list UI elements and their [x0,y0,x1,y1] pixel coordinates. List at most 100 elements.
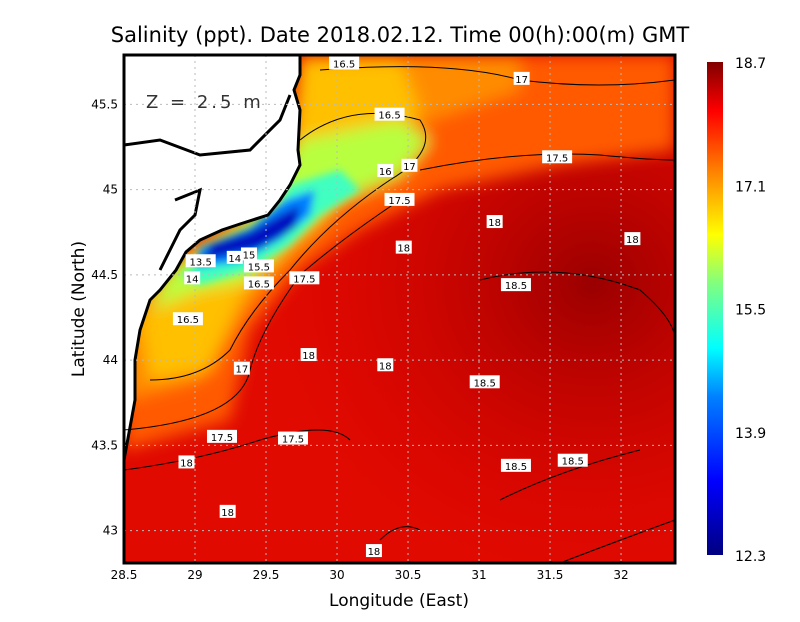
contour-label-text: 13.5 [190,257,212,268]
x-axis-ticks: 28.5 29 29.5 30 30.5 31 31.5 32 [111,568,629,582]
colorbar-tick-label: 17.1 [735,179,766,195]
contour-label-text: 18 [180,458,193,469]
contour-label-bg [557,453,588,467]
contour-label: 17 [401,158,418,173]
colorbar-tick-label: 13.9 [735,426,766,442]
x-tick-label: 29.5 [253,568,280,582]
contour-label-bg [226,250,243,264]
contour-label: 18 [219,504,236,519]
contour-label: 14 [226,250,243,265]
x-tick-label: 31 [471,568,486,582]
contour-label: 15.5 [243,259,274,273]
coastline-lagoon [158,187,203,271]
contour-label-text: 15.5 [248,262,270,273]
x-axis-label: Longitude (East) [329,591,469,611]
contour-label: 18.5 [500,458,531,473]
y-tick-label: 43.5 [91,438,118,452]
y-axis-label: Latitude (North) [69,241,89,377]
x-tick-label: 30 [329,568,344,582]
contour-label: 18.5 [557,453,588,468]
contour-label-bg [172,312,203,326]
contour-label: 18 [300,348,317,362]
depth-annotation: Z = 2.5 m [146,92,264,113]
contour-label-bg [240,247,257,261]
contour-label-text: 18.5 [505,462,527,473]
contour-label-text: 18 [488,218,501,229]
contour-label: 17.5 [289,271,320,285]
contour-label-bg [184,271,201,285]
land-mask [124,55,300,460]
contour-label-bg [624,232,641,246]
coastline-inner [124,94,292,157]
contour-label-text: 16.5 [333,60,355,71]
contour-label: 18.5 [500,278,531,292]
contour-label-bg [486,215,503,229]
contour-label-bg [233,361,250,375]
x-tick-label: 28.5 [111,568,138,582]
coastline [124,55,302,461]
contour-label-text: 18.5 [474,378,496,389]
contour-label-bg [500,458,531,472]
colorbar-tick-label: 15.5 [735,303,766,319]
contour-label: 18 [377,358,394,372]
contour-label-text: 15 [243,250,256,261]
contour-label-text: 14 [228,254,241,265]
contour-label-bg [219,504,236,518]
contour-label: 16.5 [243,276,274,290]
contour-label: 15 [240,247,257,261]
contour-label: 17 [233,361,250,376]
contour-label-text: 18.5 [505,281,527,292]
contour-label: 17 [513,71,530,86]
y-tick-label: 44.5 [91,268,118,282]
contour-label-text: 17.5 [211,433,233,444]
gridlines [124,55,675,563]
x-tick-label: 31.5 [537,568,564,582]
contour-label-text: 18 [626,235,639,246]
contour-label-bg [185,254,216,268]
contour-label-text: 17.5 [546,153,568,164]
contour-label: 16.5 [172,312,203,326]
contour-label-text: 16.5 [177,315,199,326]
contour-label-bg [178,455,195,469]
y-tick-label: 43 [103,524,118,538]
contour-label-bg [206,429,237,443]
contour-label-text: 16.5 [378,111,400,122]
colorbar-tick-label: 12.3 [735,549,766,565]
x-tick-label: 32 [613,568,628,582]
y-tick-label: 45 [103,183,118,197]
contour-label-text: 17.5 [293,274,315,285]
contour-label-bg [277,431,308,445]
contour-label-bg [374,107,405,121]
contour-label-bg [329,56,360,70]
contour-label: 17.5 [542,150,573,164]
colorbar-ticks: 18.7 17.1 15.5 13.9 12.3 [735,56,766,565]
contour-label-bg [377,358,394,372]
contour-label-bg [542,150,573,164]
contour-label: 17.5 [384,192,415,207]
contour-label-bg [377,163,394,177]
contour-label: 17.5 [277,431,308,446]
y-tick-label: 44 [103,353,118,367]
colorbar [707,62,723,555]
contour-label-text: 18 [368,547,381,558]
contour-label-text: 16.5 [248,279,270,290]
contour-label-text: 18.5 [562,457,584,468]
contour-label: 16.5 [329,56,360,71]
contour-label-text: 17 [515,75,528,86]
contour-label: 16.5 [374,107,405,122]
contour-label-text: 16 [379,167,392,178]
contour-label-bg [469,375,500,389]
contour-label-bg [289,271,320,285]
x-tick-label: 29 [187,568,202,582]
contour-label-text: 18 [379,361,392,372]
y-tick-label: 45.5 [91,97,118,111]
contour-label: 18 [395,240,412,255]
contour-label: 18 [365,544,382,558]
contour-label-bg [395,240,412,254]
contour-label-bg [401,158,418,172]
contour-label-text: 14 [186,274,199,285]
contour-label: 18 [624,232,641,246]
